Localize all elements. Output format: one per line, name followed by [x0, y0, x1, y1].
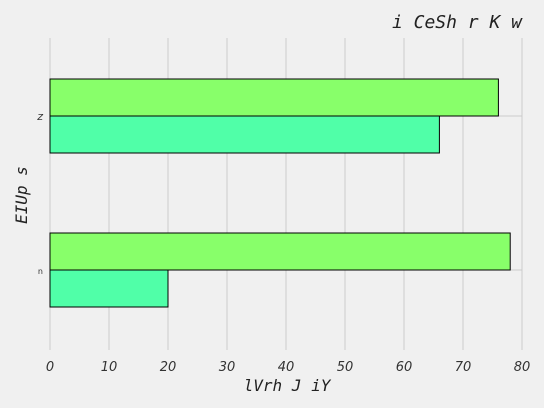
x-tick-label: 40 — [278, 360, 295, 375]
bars — [49, 78, 511, 308]
chart-title: i CeSh r K w — [392, 12, 523, 33]
bar-z-series-1 — [49, 115, 440, 154]
x-tick-label: 80 — [514, 360, 531, 375]
x-axis-label: lVrh J iY — [244, 376, 332, 395]
x-tick-label: 60 — [396, 360, 413, 375]
x-tick-label: 70 — [455, 360, 472, 375]
x-tick-label: 30 — [219, 360, 236, 375]
y-tick-label: n — [38, 267, 43, 276]
bar-n-series-1 — [49, 269, 169, 308]
x-tick-label: 50 — [337, 360, 354, 375]
bar-z-series-2 — [49, 78, 499, 117]
x-tick-label: 10 — [101, 360, 118, 375]
x-tick-labels: 0 10 20 30 40 50 60 70 80 — [46, 360, 530, 375]
x-tick-label: 0 — [46, 360, 54, 375]
x-tick-label: 20 — [160, 360, 177, 375]
bar-n-series-2 — [49, 232, 511, 271]
y-axis-label: EIUp s — [12, 166, 31, 224]
y-tick-label: z — [36, 110, 43, 123]
y-tick-labels: nz — [36, 110, 43, 276]
